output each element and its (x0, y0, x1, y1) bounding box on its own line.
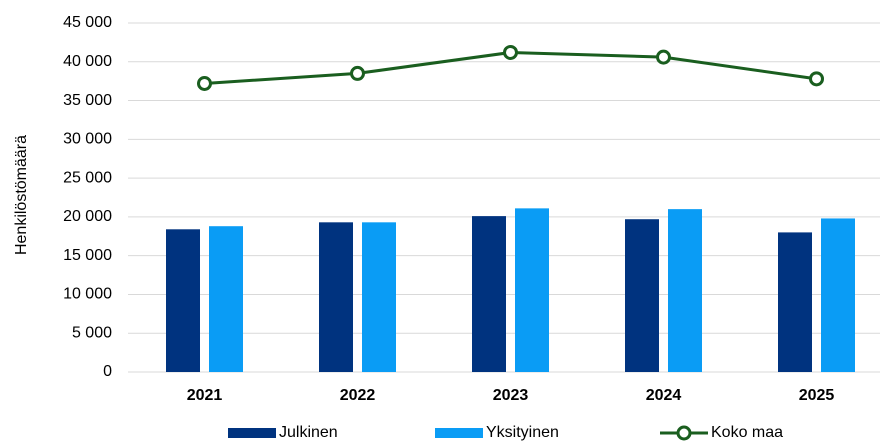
bar (362, 222, 396, 372)
x-tick-label: 2025 (799, 387, 835, 404)
legend-swatch (228, 428, 276, 438)
bar (668, 209, 702, 372)
bar (778, 232, 812, 372)
line-marker (809, 71, 824, 87)
bar (166, 229, 200, 372)
legend-label: Julkinen (279, 424, 338, 441)
line-marker (350, 65, 365, 81)
line-marker (503, 44, 518, 60)
y-tick-label: 20 000 (63, 208, 112, 225)
y-tick-label: 15 000 (63, 247, 112, 264)
x-tick-label: 2021 (187, 387, 223, 404)
y-tick-label: 10 000 (63, 286, 112, 303)
bar (625, 219, 659, 372)
bar (209, 226, 243, 372)
y-tick-label: 5 000 (72, 324, 112, 341)
line-marker (197, 75, 212, 91)
bar (515, 208, 549, 372)
y-tick-label: 40 000 (63, 53, 112, 70)
y-axis-label: Henkilöstömäärä (13, 135, 30, 255)
legend-swatch (435, 428, 483, 438)
x-tick-label: 2023 (493, 387, 529, 404)
bar (821, 218, 855, 372)
legend-swatch-marker (676, 425, 692, 441)
y-tick-label: 35 000 (63, 92, 112, 109)
line-marker (656, 49, 671, 65)
x-tick-label: 2022 (340, 387, 376, 404)
y-tick-label: 0 (103, 363, 112, 380)
legend-label: Yksityinen (486, 424, 559, 441)
y-tick-label: 45 000 (63, 14, 112, 31)
x-tick-label: 2024 (646, 387, 682, 404)
bar (319, 222, 353, 372)
y-tick-label: 30 000 (63, 131, 112, 148)
bar (472, 216, 506, 372)
legend-label: Koko maa (711, 424, 783, 441)
y-tick-label: 25 000 (63, 169, 112, 186)
